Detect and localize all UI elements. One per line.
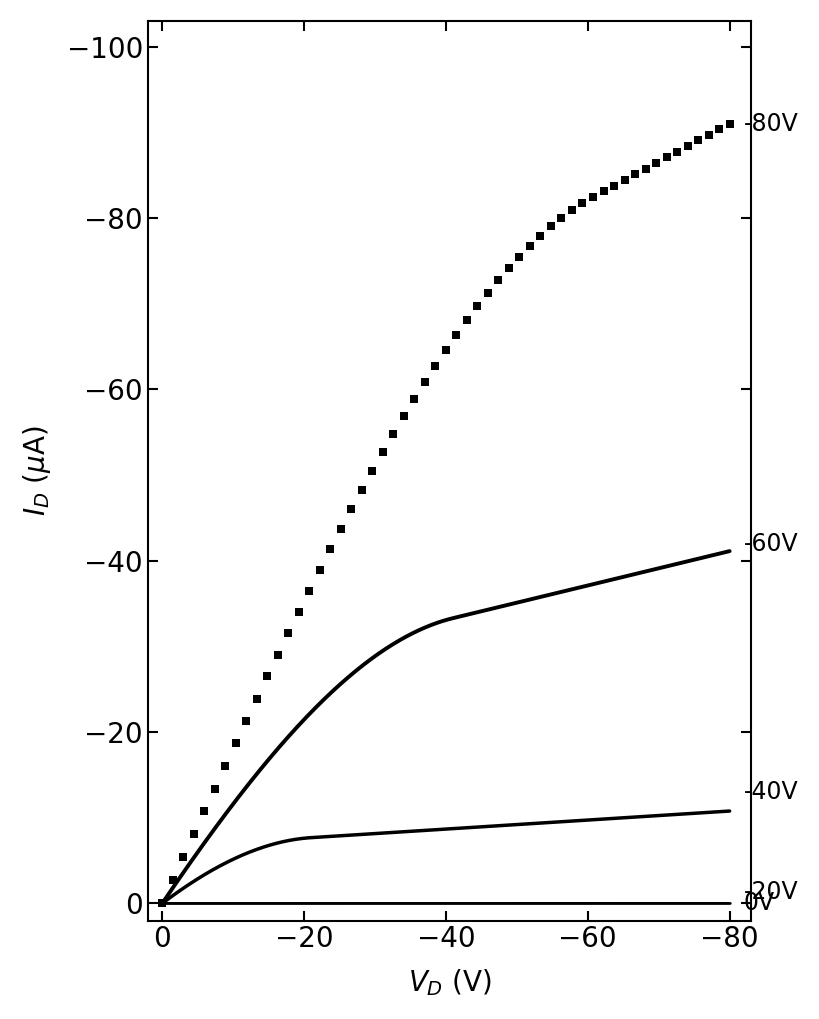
Text: -60V: -60V bbox=[744, 532, 799, 555]
Text: 0V: 0V bbox=[744, 892, 775, 915]
Text: -40V: -40V bbox=[744, 781, 799, 804]
Text: -80V: -80V bbox=[744, 112, 799, 136]
X-axis label: $V_D$ (V): $V_D$ (V) bbox=[408, 967, 491, 999]
Text: -20V: -20V bbox=[744, 880, 799, 904]
Y-axis label: $I_D$ ($\mu$A): $I_D$ ($\mu$A) bbox=[20, 425, 53, 516]
